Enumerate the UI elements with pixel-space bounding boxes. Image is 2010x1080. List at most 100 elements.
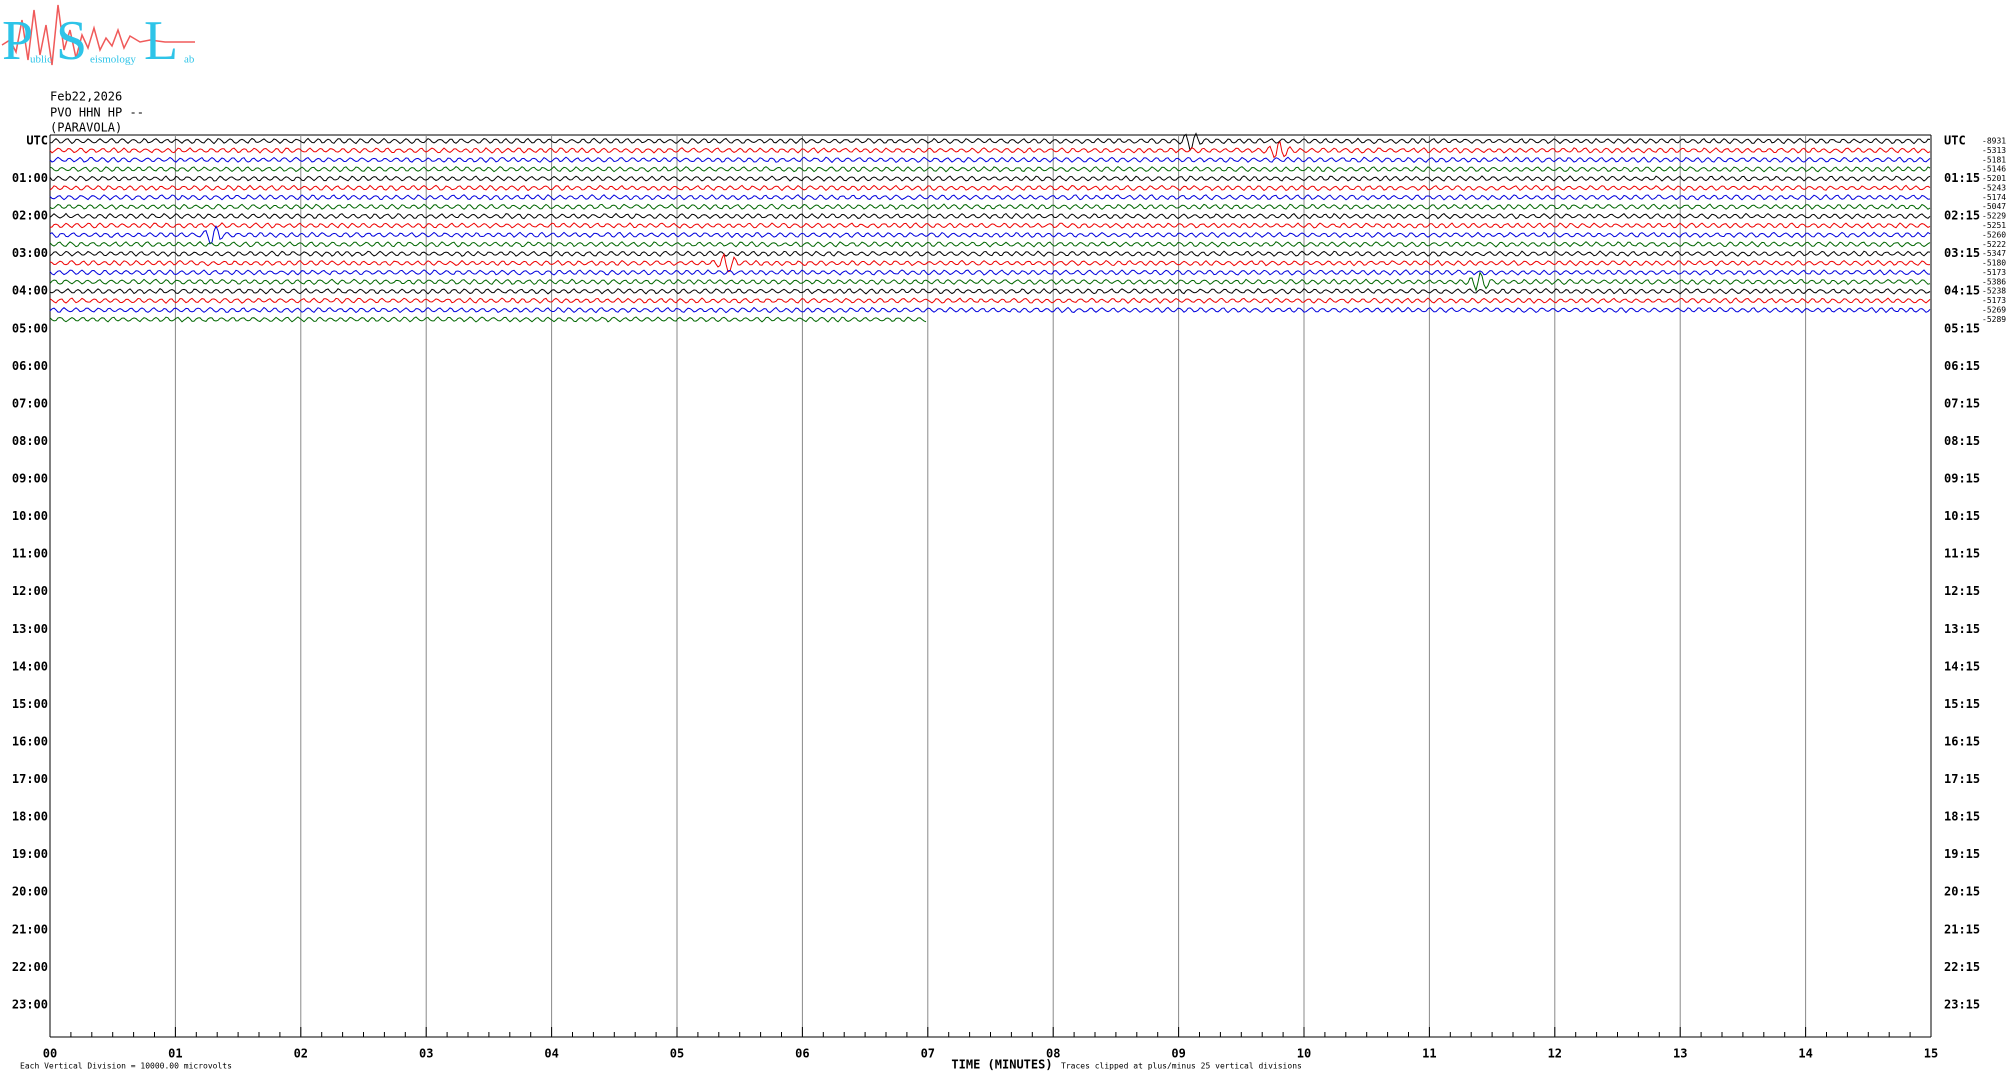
time-label: 04:15 (1944, 284, 1980, 298)
date: Feb22,2026 (50, 90, 122, 104)
trace (49, 306, 1931, 314)
trace (49, 184, 1931, 192)
x-tick-label: 15 (1924, 1047, 1938, 1061)
offset-label: -5347 (1982, 249, 2006, 258)
time-label: 21:00 (12, 922, 48, 936)
x-tick-label: 06 (795, 1047, 809, 1061)
offset-label: -5173 (1982, 296, 2006, 305)
trace (49, 132, 1931, 152)
time-label: 16:00 (12, 734, 48, 748)
time-label: 17:00 (12, 772, 48, 786)
x-tick-label: 14 (1798, 1047, 1812, 1061)
time-label: 19:00 (12, 847, 48, 861)
logo-letter: S (56, 10, 87, 72)
time-label: 12:15 (1944, 584, 1980, 598)
trace (49, 165, 1931, 173)
time-label: 02:15 (1944, 209, 1980, 223)
offset-label: -5229 (1982, 212, 2006, 221)
offset-label: -5386 (1982, 277, 2006, 286)
x-tick-label: 10 (1297, 1047, 1311, 1061)
x-tick-label: 02 (294, 1047, 308, 1061)
time-label: 12:00 (12, 584, 48, 598)
x-tick-label: 08 (1046, 1047, 1060, 1061)
offset-label: -8931 (1982, 137, 2006, 146)
logo-word: ab (184, 54, 195, 66)
trace (49, 269, 1930, 276)
trace (49, 175, 1931, 182)
time-label: 21:15 (1944, 922, 1980, 936)
time-label: 05:00 (12, 321, 48, 335)
time-label: 15:15 (1944, 697, 1980, 711)
time-label: 09:00 (12, 472, 48, 486)
offset-label: -5238 (1982, 287, 2006, 296)
trace (49, 156, 1931, 164)
trace (49, 250, 1931, 258)
time-label: 08:15 (1944, 434, 1980, 448)
time-label: 18:00 (12, 810, 48, 824)
time-label: 06:15 (1944, 359, 1980, 373)
time-label: UTC (1944, 134, 1966, 148)
time-label: 02:00 (12, 209, 48, 223)
offset-label: -5269 (1982, 306, 2006, 315)
time-label: 03:15 (1944, 246, 1980, 260)
x-axis-title: TIME (MINUTES) (951, 1058, 1052, 1072)
trace (49, 241, 1931, 248)
offset-label: -5251 (1982, 221, 2006, 230)
x-tick-label: 09 (1171, 1047, 1185, 1061)
logo-letter: L (144, 10, 178, 72)
time-label: 01:00 (12, 171, 48, 185)
offset-label: -5260 (1982, 230, 2006, 239)
time-label: 04:00 (12, 284, 48, 298)
trace (49, 222, 1931, 229)
trace (49, 194, 1931, 201)
time-label: 05:15 (1944, 321, 1980, 335)
time-label: 06:00 (12, 359, 48, 373)
offset-label: -5146 (1982, 165, 2006, 174)
x-tick-label: 04 (544, 1047, 558, 1061)
time-label: 19:15 (1944, 847, 1980, 861)
offset-label: -5222 (1982, 240, 2006, 249)
trace (49, 212, 1931, 220)
time-label: 11:15 (1944, 547, 1980, 561)
x-tick-label: 13 (1673, 1047, 1687, 1061)
time-label: 08:00 (12, 434, 48, 448)
time-label: 07:00 (12, 396, 48, 410)
logo-word: ublic (30, 54, 52, 66)
time-label: 22:15 (1944, 960, 1980, 974)
offset-label: -5047 (1982, 202, 2006, 211)
x-tick-label: 00 (43, 1047, 57, 1061)
trace (49, 316, 927, 323)
logo-squiggle (1, 4, 195, 66)
x-tick-label: 01 (168, 1047, 182, 1061)
footer-note: Each Vertical Division = 10000.00 microv… (20, 1062, 232, 1071)
time-label: 07:15 (1944, 396, 1980, 410)
x-tick-label: 12 (1548, 1047, 1562, 1061)
logo: P S L ublic eismology ab (1, 4, 195, 72)
x-tick-label: 07 (921, 1047, 935, 1061)
time-label: 14:00 (12, 659, 48, 673)
time-label: 17:15 (1944, 772, 1980, 786)
time-label: 10:00 (12, 509, 48, 523)
time-label: 18:15 (1944, 810, 1980, 824)
trace (49, 252, 1931, 273)
time-label: 03:00 (12, 246, 48, 260)
time-label: 11:00 (12, 547, 48, 561)
time-label: 13:15 (1944, 622, 1980, 636)
time-label: 15:00 (12, 697, 48, 711)
trace (49, 297, 1931, 304)
station: PVO HHN HP -- (50, 106, 144, 120)
offset-label: -5201 (1982, 174, 2006, 183)
logo-word: eismology (90, 54, 136, 66)
trace (49, 271, 1931, 293)
time-label: UTC (26, 134, 48, 148)
location: (PARAVOLA) (50, 121, 122, 135)
x-tick-label: 11 (1422, 1047, 1436, 1061)
offset-label: -5313 (1982, 146, 2006, 155)
time-label: 10:15 (1944, 509, 1980, 523)
time-label: 14:15 (1944, 659, 1980, 673)
time-label: 23:00 (12, 997, 48, 1011)
trace (49, 140, 1931, 159)
offset-label: -5173 (1982, 268, 2006, 277)
offset-label: -5289 (1982, 315, 2006, 324)
